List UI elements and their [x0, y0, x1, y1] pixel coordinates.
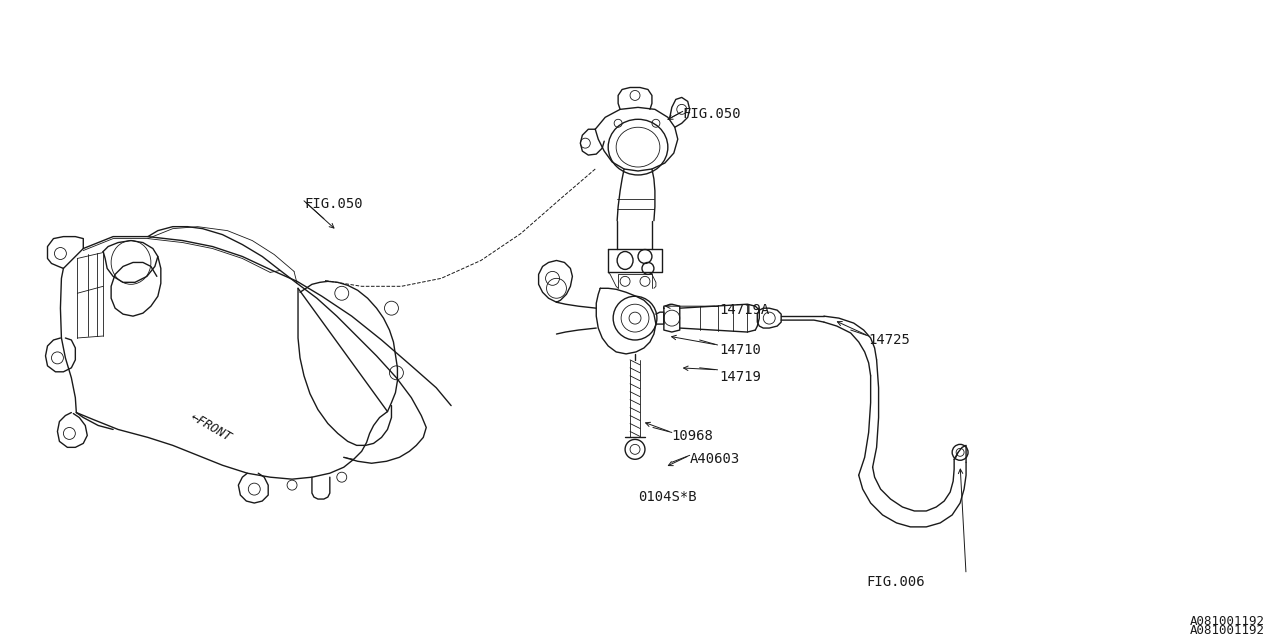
Text: FIG.050: FIG.050	[682, 108, 741, 122]
Text: 14719A: 14719A	[719, 303, 769, 317]
Text: FIG.006: FIG.006	[867, 575, 925, 589]
Text: A081001192: A081001192	[1189, 624, 1265, 637]
Text: ←FRONT: ←FRONT	[188, 411, 233, 444]
Text: 0104S*B: 0104S*B	[637, 490, 696, 504]
Text: 10968: 10968	[672, 429, 714, 444]
Text: 14710: 14710	[719, 343, 762, 357]
Text: FIG.050: FIG.050	[303, 197, 362, 211]
Text: 14725: 14725	[869, 333, 910, 347]
Text: 14719: 14719	[719, 370, 762, 384]
Text: A40603: A40603	[690, 452, 740, 467]
Text: A081001192: A081001192	[1189, 615, 1265, 628]
